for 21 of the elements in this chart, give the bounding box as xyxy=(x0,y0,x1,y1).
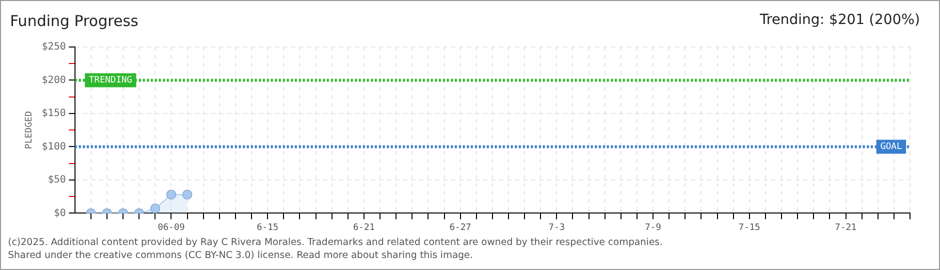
y-tick-label: $50 xyxy=(48,174,66,186)
y-axis-title: PLEDGED xyxy=(24,111,35,150)
x-tick-label: 6-27 xyxy=(449,222,472,233)
y-tick-label: $150 xyxy=(42,108,66,120)
x-tick-label: 7-9 xyxy=(644,222,662,233)
ref-line-label: TRENDING xyxy=(88,76,132,86)
x-tick-label: 7-21 xyxy=(834,222,857,233)
y-tick-label: $200 xyxy=(42,74,66,86)
y-tick-label: $100 xyxy=(42,141,66,152)
x-tick-label: 6-21 xyxy=(353,222,375,233)
text: Trending: $201 (200%) xyxy=(760,12,920,28)
x-tick-label: 6-15 xyxy=(256,222,278,233)
x-tick-label: 06-09 xyxy=(158,222,185,233)
text: Shared under the creative commons (CC BY-NC 3.0) license. Read more about sharing this image. xyxy=(8,249,474,262)
y-tick-label: $0 xyxy=(54,208,66,219)
y-tick-label: $250 xyxy=(42,42,66,53)
text: (c)2025. Additional content provided by Ray C Rivera Morales. Trademarks and related content are owned by their respective companies. xyxy=(8,236,663,249)
ref-line-label: GOAL xyxy=(880,142,902,152)
x-tick-label: 7-15 xyxy=(738,222,760,233)
x-tick-label: 7-3 xyxy=(548,222,565,233)
chart-title: Funding Progress xyxy=(10,12,138,30)
